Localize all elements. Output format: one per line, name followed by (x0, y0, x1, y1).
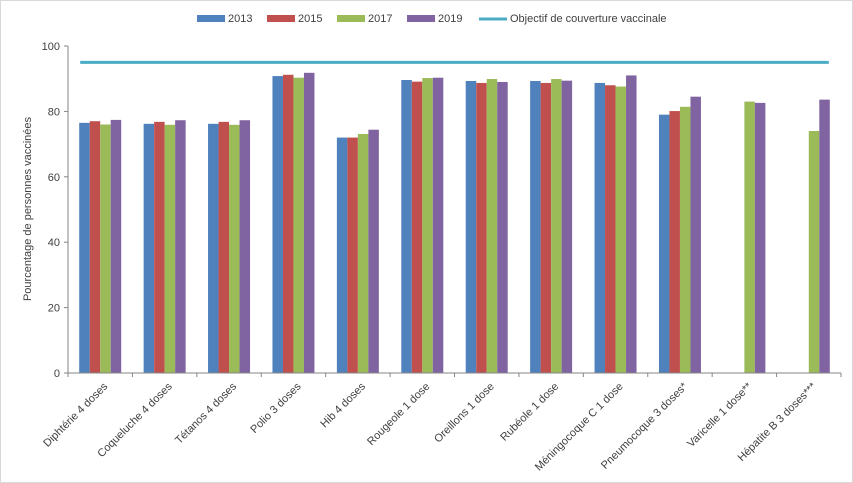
x-category-label: Rougeole 1 dose (365, 381, 432, 448)
bar-2017-1 (164, 124, 176, 373)
x-category-label: Varicelle 1 dose** (685, 380, 755, 450)
bar-2013-1 (143, 123, 155, 374)
bar-2015-0 (89, 121, 101, 374)
legend-swatch-2019 (407, 15, 435, 22)
y-axis-label-group: Pourcentage de personnes vaccinées (22, 116, 34, 301)
legend: 2013 2015 2017 2019 Objectif de couverture v… (197, 13, 667, 25)
legend-label: 2019 (438, 13, 462, 25)
bar-2017-6 (486, 79, 498, 373)
legend-label: 2015 (298, 13, 322, 25)
x-category-label: Coqueluche 4 doses (95, 380, 175, 460)
bar-2019-0 (110, 119, 122, 373)
bar-2017-9 (679, 106, 691, 374)
bar-2015-7 (540, 82, 552, 374)
bar-2013-3 (272, 76, 283, 374)
bar-2017-3 (293, 77, 304, 374)
bar-2013-4 (336, 137, 348, 373)
bar-2019-7 (561, 80, 573, 374)
legend-swatch-2017 (337, 15, 365, 22)
bar-2015-2 (218, 121, 230, 373)
bar-2019-9 (690, 96, 701, 373)
x-category-label: Polio 3 doses (248, 380, 304, 436)
bar-2017-0 (100, 124, 111, 373)
y-tick-label: 40 (48, 237, 60, 249)
bar-2013-8 (594, 82, 606, 374)
bar-2015-6 (476, 82, 487, 374)
bar-2013-5 (401, 80, 412, 374)
y-tick-label: 0 (54, 368, 60, 380)
legend-label: Objectif de couverture vaccinale (510, 13, 667, 25)
bar-2015-3 (282, 74, 294, 373)
legend-label: 2017 (368, 13, 392, 25)
legend-swatch-2015 (267, 15, 295, 22)
bar-2013-2 (208, 123, 219, 374)
bar-2019-10 (754, 102, 766, 373)
y-axis-ticks: 0 20 40 60 80 100 (42, 41, 68, 380)
bar-2015-1 (154, 121, 165, 373)
bar-2017-4 (357, 133, 369, 373)
x-category-label: Oreillons 1 dose (432, 381, 497, 446)
y-axis-label: Pourcentage de personnes vaccinées (22, 116, 34, 301)
bar-2019-6 (497, 81, 508, 373)
bar-2015-4 (347, 137, 358, 373)
bar-2013-0 (79, 122, 90, 373)
axes (67, 46, 842, 377)
bars (79, 72, 830, 374)
y-tick-label: 60 (48, 172, 60, 184)
y-tick-label: 20 (48, 303, 60, 315)
bar-2015-5 (411, 81, 423, 373)
bar-2013-6 (465, 80, 477, 373)
y-tick-label: 100 (42, 41, 60, 53)
x-category-label: Tétanos 4 doses (173, 380, 239, 446)
bar-2015-9 (669, 111, 680, 373)
bar-2015-8 (605, 85, 616, 374)
bar-2017-7 (551, 79, 562, 373)
bar-2019-8 (626, 75, 637, 374)
bar-2013-9 (658, 114, 670, 374)
bar-2019-11 (819, 99, 830, 374)
bar-2019-5 (432, 77, 444, 374)
legend-label: 2013 (228, 13, 252, 25)
bar-2013-7 (530, 80, 541, 373)
bar-2019-1 (175, 120, 186, 373)
bar-2017-10 (744, 101, 755, 373)
y-tick-label: 80 (48, 106, 60, 118)
bar-2017-2 (229, 124, 240, 373)
bar-2019-4 (368, 129, 379, 373)
x-category-label: Rubéole 1 dose (498, 381, 561, 444)
bar-2017-5 (422, 78, 433, 374)
x-category-label: Hib 4 doses (318, 380, 368, 430)
bar-2019-3 (303, 72, 315, 374)
bar-2017-11 (808, 131, 820, 373)
bar-2019-2 (239, 120, 251, 373)
bar-2017-8 (615, 86, 627, 373)
x-category-label: Diphtérie 4 doses (41, 380, 110, 449)
legend-swatch-2013 (197, 15, 225, 22)
